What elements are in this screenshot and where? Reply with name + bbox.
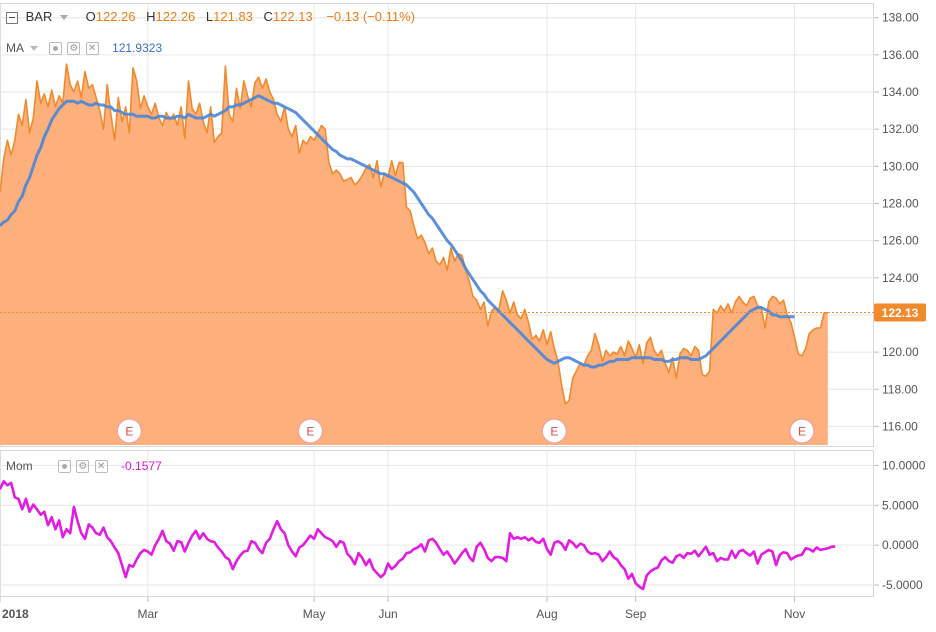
high-value: 122.26 xyxy=(155,9,196,24)
mom-value: -0.1577 xyxy=(121,459,162,473)
momentum-tick-label: 0.0000 xyxy=(882,538,919,552)
mom-label[interactable]: Mom xyxy=(6,459,33,473)
collapse-toggle-icon[interactable] xyxy=(6,11,18,24)
price-tick-label: 124.00 xyxy=(882,271,919,285)
momentum-pane-frame xyxy=(0,450,874,597)
open-prefix: O xyxy=(85,9,96,24)
mom-remove-close-icon[interactable]: ✕ xyxy=(94,460,108,474)
momentum-tick-label: 5.0000 xyxy=(882,498,919,512)
month-tick-label: Jun xyxy=(378,607,397,621)
month-tick-label: 2018 xyxy=(2,607,29,621)
momentum-y-axis[interactable]: 10.0000 5.0000 0.0000 -5.0000 xyxy=(874,458,926,592)
time-x-axis[interactable]: 2018 Mar May Jun Aug Sep Nov xyxy=(0,597,805,621)
ma-line xyxy=(0,94,795,369)
ma-value: 121.9323 xyxy=(112,41,163,55)
mom-settings-gear-icon[interactable]: ⚙ xyxy=(76,460,90,474)
month-tick-label: Aug xyxy=(536,607,557,621)
price-tick-label: 126.00 xyxy=(882,234,919,248)
momentum-tick-label: -5.0000 xyxy=(882,578,923,592)
change-value: −0.13 (−0.11%) xyxy=(326,9,415,24)
ma-legend: MA ⚙ ✕ 121.9323 xyxy=(6,41,163,56)
symbol-legend: BAR O122.26 H122.26 L121.83 C122.13 −0.1… xyxy=(6,9,415,24)
earnings-marker xyxy=(297,418,324,444)
earnings-marker xyxy=(541,418,567,444)
month-tick-label: Nov xyxy=(784,607,805,621)
last-price-badge-layer: 122.13 xyxy=(874,303,926,322)
price-tick-label: 136.00 xyxy=(882,48,919,62)
symbol-label[interactable]: BAR xyxy=(25,9,53,24)
ma-label[interactable]: MA xyxy=(6,41,24,55)
close-prefix: C xyxy=(263,9,273,24)
ma-settings-gear-icon[interactable]: ⚙ xyxy=(67,42,81,56)
price-line xyxy=(0,63,828,405)
price-tick-label: 116.00 xyxy=(882,419,918,433)
momentum-grid xyxy=(0,451,874,596)
last-price-badge xyxy=(874,303,926,322)
series-layer xyxy=(0,63,874,591)
open-value: 122.26 xyxy=(95,9,136,24)
mom-eye-icon[interactable] xyxy=(58,460,72,474)
ma-eye-icon[interactable] xyxy=(49,42,63,56)
close-value: 122.13 xyxy=(272,9,313,24)
earnings-marker-label: E xyxy=(306,425,314,439)
earnings-marker-label: E xyxy=(550,425,558,439)
momentum-legend: Mom ⚙ ✕ -0.1577 xyxy=(6,459,162,474)
low-value: 121.83 xyxy=(213,9,253,24)
earnings-marker-label: E xyxy=(798,425,806,439)
last-price-badge-text: 122.13 xyxy=(882,306,919,320)
low-prefix: L xyxy=(205,9,214,24)
month-tick-label: Sep xyxy=(625,607,647,621)
price-tick-label: 138.00 xyxy=(882,11,919,25)
month-tick-label: May xyxy=(303,607,326,621)
momentum-tick-label: 10.0000 xyxy=(882,458,926,472)
ma-remove-close-icon[interactable]: ✕ xyxy=(85,42,99,56)
price-tick-label: 128.00 xyxy=(882,196,919,210)
price-tick-label: 132.00 xyxy=(882,122,919,136)
high-prefix: H xyxy=(146,9,156,24)
momentum-line xyxy=(0,480,836,591)
price-tick-label: 120.00 xyxy=(882,345,919,359)
month-tick-label: Mar xyxy=(137,607,158,621)
price-y-axis[interactable]: 138.00 136.00 134.00 132.00 130.00 128.00 126.… xyxy=(874,11,919,434)
price-area-fill xyxy=(0,64,828,445)
price-tick-label: 134.00 xyxy=(882,85,919,99)
earnings-marker xyxy=(789,418,815,444)
earnings-marker-label: E xyxy=(125,425,133,439)
ma-dropdown-chevron-icon[interactable] xyxy=(29,46,38,52)
price-tick-label: 130.00 xyxy=(882,159,919,173)
symbol-dropdown-chevron-icon[interactable] xyxy=(59,15,68,21)
price-tick-label: 118.00 xyxy=(882,382,918,396)
earnings-marker xyxy=(116,418,142,444)
